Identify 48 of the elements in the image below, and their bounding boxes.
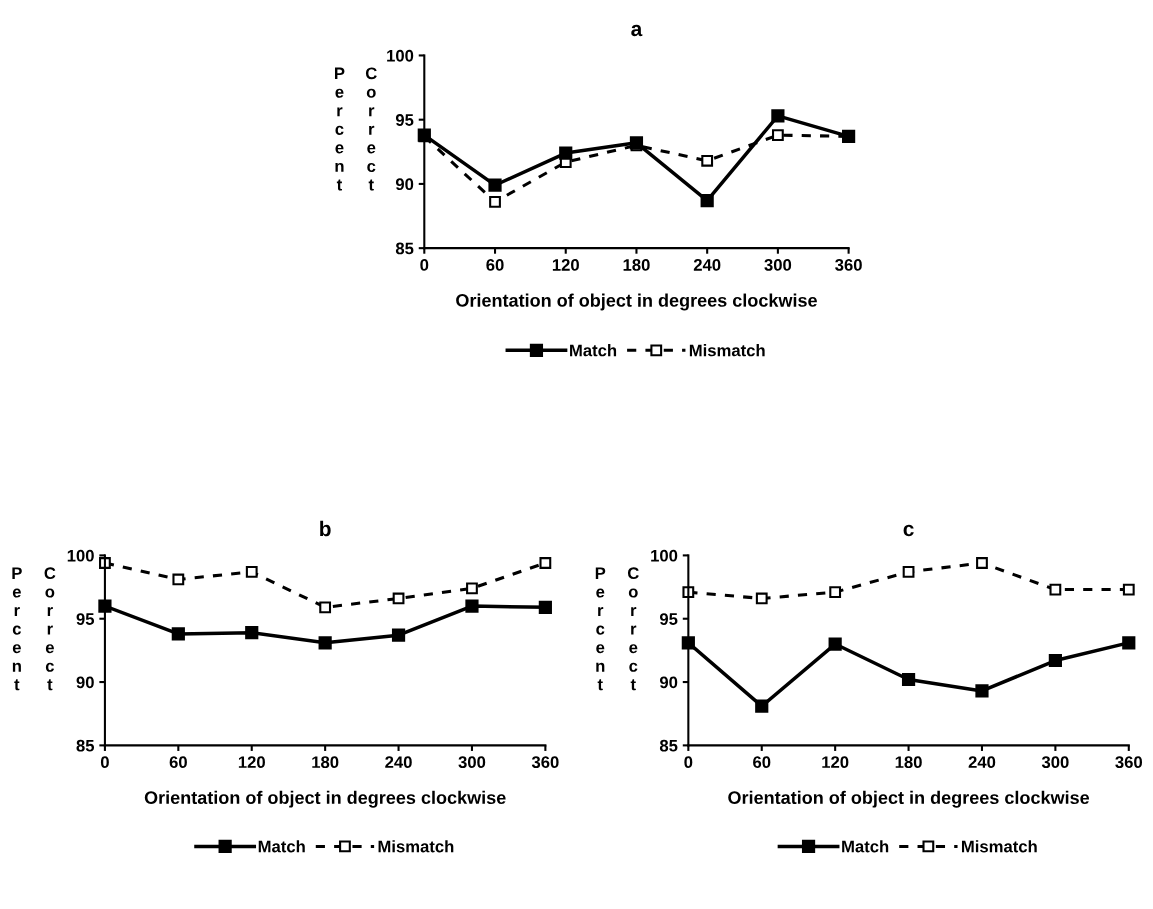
x-axis-title: Orientation of object in degrees clockwise bbox=[456, 293, 817, 311]
y-tick-label: 90 bbox=[659, 676, 678, 689]
y-tick-label: 95 bbox=[395, 114, 414, 126]
legend-label: Match bbox=[842, 840, 889, 853]
x-tick-label: 360 bbox=[1115, 756, 1143, 769]
y-tick-label: 90 bbox=[76, 676, 94, 689]
chart-title: a bbox=[631, 24, 643, 37]
y-tick-label: 100 bbox=[67, 549, 94, 562]
y-tick-label: 85 bbox=[395, 242, 414, 255]
x-tick-label: 60 bbox=[486, 259, 504, 271]
chart-title: c bbox=[903, 524, 914, 537]
legend-label: Mismatch bbox=[378, 840, 454, 853]
text: Percent Correct bbox=[595, 567, 639, 691]
x-tick-label: 0 bbox=[684, 756, 693, 769]
x-tick-label: 120 bbox=[238, 756, 265, 769]
x-tick-label: 120 bbox=[822, 756, 849, 769]
x-tick-label: 60 bbox=[753, 756, 771, 769]
x-axis-title: Orientation of object in degrees clockwise bbox=[728, 790, 1090, 808]
y-tick-label: 90 bbox=[395, 178, 414, 191]
x-tick-label: 300 bbox=[764, 259, 792, 271]
x-tick-label: 60 bbox=[169, 756, 187, 769]
x-tick-label: 240 bbox=[968, 756, 996, 769]
x-tick-label: 180 bbox=[312, 756, 339, 769]
legend-label: Match bbox=[258, 840, 305, 853]
legend-label: Mismatch bbox=[689, 344, 765, 357]
legend-label: Mismatch bbox=[961, 840, 1037, 853]
x-tick-label: 180 bbox=[623, 259, 650, 271]
x-tick-label: 0 bbox=[100, 756, 109, 769]
chart-title: b bbox=[320, 520, 331, 537]
y-tick-label: 85 bbox=[659, 739, 678, 752]
y-tick-label: 95 bbox=[659, 613, 678, 625]
x-axis-title: Orientation of object in degrees clockwise bbox=[144, 790, 506, 808]
y-tick-label: 95 bbox=[76, 613, 95, 625]
legend-label: Match bbox=[570, 344, 617, 357]
x-tick-label: 240 bbox=[385, 756, 412, 769]
y-tick-label: 85 bbox=[76, 739, 95, 752]
x-tick-label: 360 bbox=[835, 259, 862, 271]
x-tick-label: 120 bbox=[552, 259, 579, 271]
y-tick-label: 100 bbox=[651, 549, 678, 562]
text: Percent Correct bbox=[12, 567, 56, 691]
x-tick-label: 360 bbox=[531, 756, 559, 769]
x-tick-label: 240 bbox=[693, 259, 721, 271]
x-tick-label: 300 bbox=[458, 756, 486, 769]
x-tick-label: 180 bbox=[895, 756, 922, 769]
text: Percent Correct bbox=[335, 67, 377, 191]
y-tick-label: 100 bbox=[387, 49, 414, 62]
x-tick-label: 0 bbox=[420, 259, 429, 271]
x-tick-label: 300 bbox=[1041, 756, 1069, 769]
